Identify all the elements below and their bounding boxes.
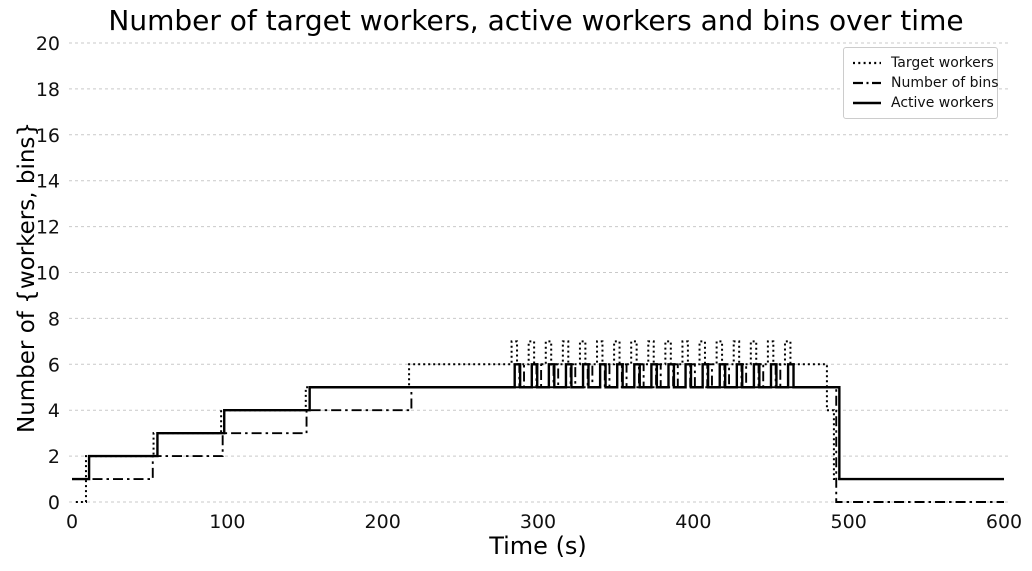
x-tick-label: 300	[520, 511, 556, 533]
series-line-target-workers	[75, 340, 1004, 503]
y-tick-label: 4	[48, 400, 60, 422]
y-tick-label: 0	[48, 492, 60, 514]
legend-label: Active workers	[891, 95, 994, 111]
x-axis-label: Time (s)	[489, 532, 587, 560]
legend: Target workers Number of bins Active wor…	[843, 47, 999, 119]
x-tick-label: 500	[831, 511, 867, 533]
y-tick-label: 18	[36, 79, 60, 101]
dashdot-line-icon	[853, 81, 881, 85]
legend-label: Number of bins	[891, 75, 999, 91]
y-tick-label: 16	[36, 125, 60, 147]
y-tick-label: 2	[48, 446, 60, 468]
legend-item-active-workers: Active workers	[852, 93, 994, 113]
y-axis-label: Number of {workers, bins}	[14, 121, 40, 433]
x-tick-label: 0	[66, 511, 78, 533]
legend-item-number-of-bins: Number of bins	[852, 73, 999, 93]
y-tick-label: 20	[36, 33, 60, 55]
x-tick-label: 400	[675, 511, 711, 533]
y-tick-label: 6	[48, 354, 60, 376]
x-tick-label: 100	[209, 511, 245, 533]
x-tick-label: 600	[986, 511, 1022, 533]
legend-item-target-workers: Target workers	[852, 53, 994, 73]
dotted-line-icon	[853, 61, 881, 65]
y-tick-label: 12	[36, 217, 60, 239]
x-tick-label: 200	[365, 511, 401, 533]
y-tick-label: 10	[36, 263, 60, 285]
chart-title: Number of target workers, active workers…	[108, 4, 964, 37]
y-tick-label: 14	[36, 171, 60, 193]
series-line-active-workers	[72, 363, 1004, 481]
legend-label: Target workers	[891, 55, 994, 71]
y-tick-label: 8	[48, 308, 60, 330]
solid-line-icon	[853, 101, 881, 105]
